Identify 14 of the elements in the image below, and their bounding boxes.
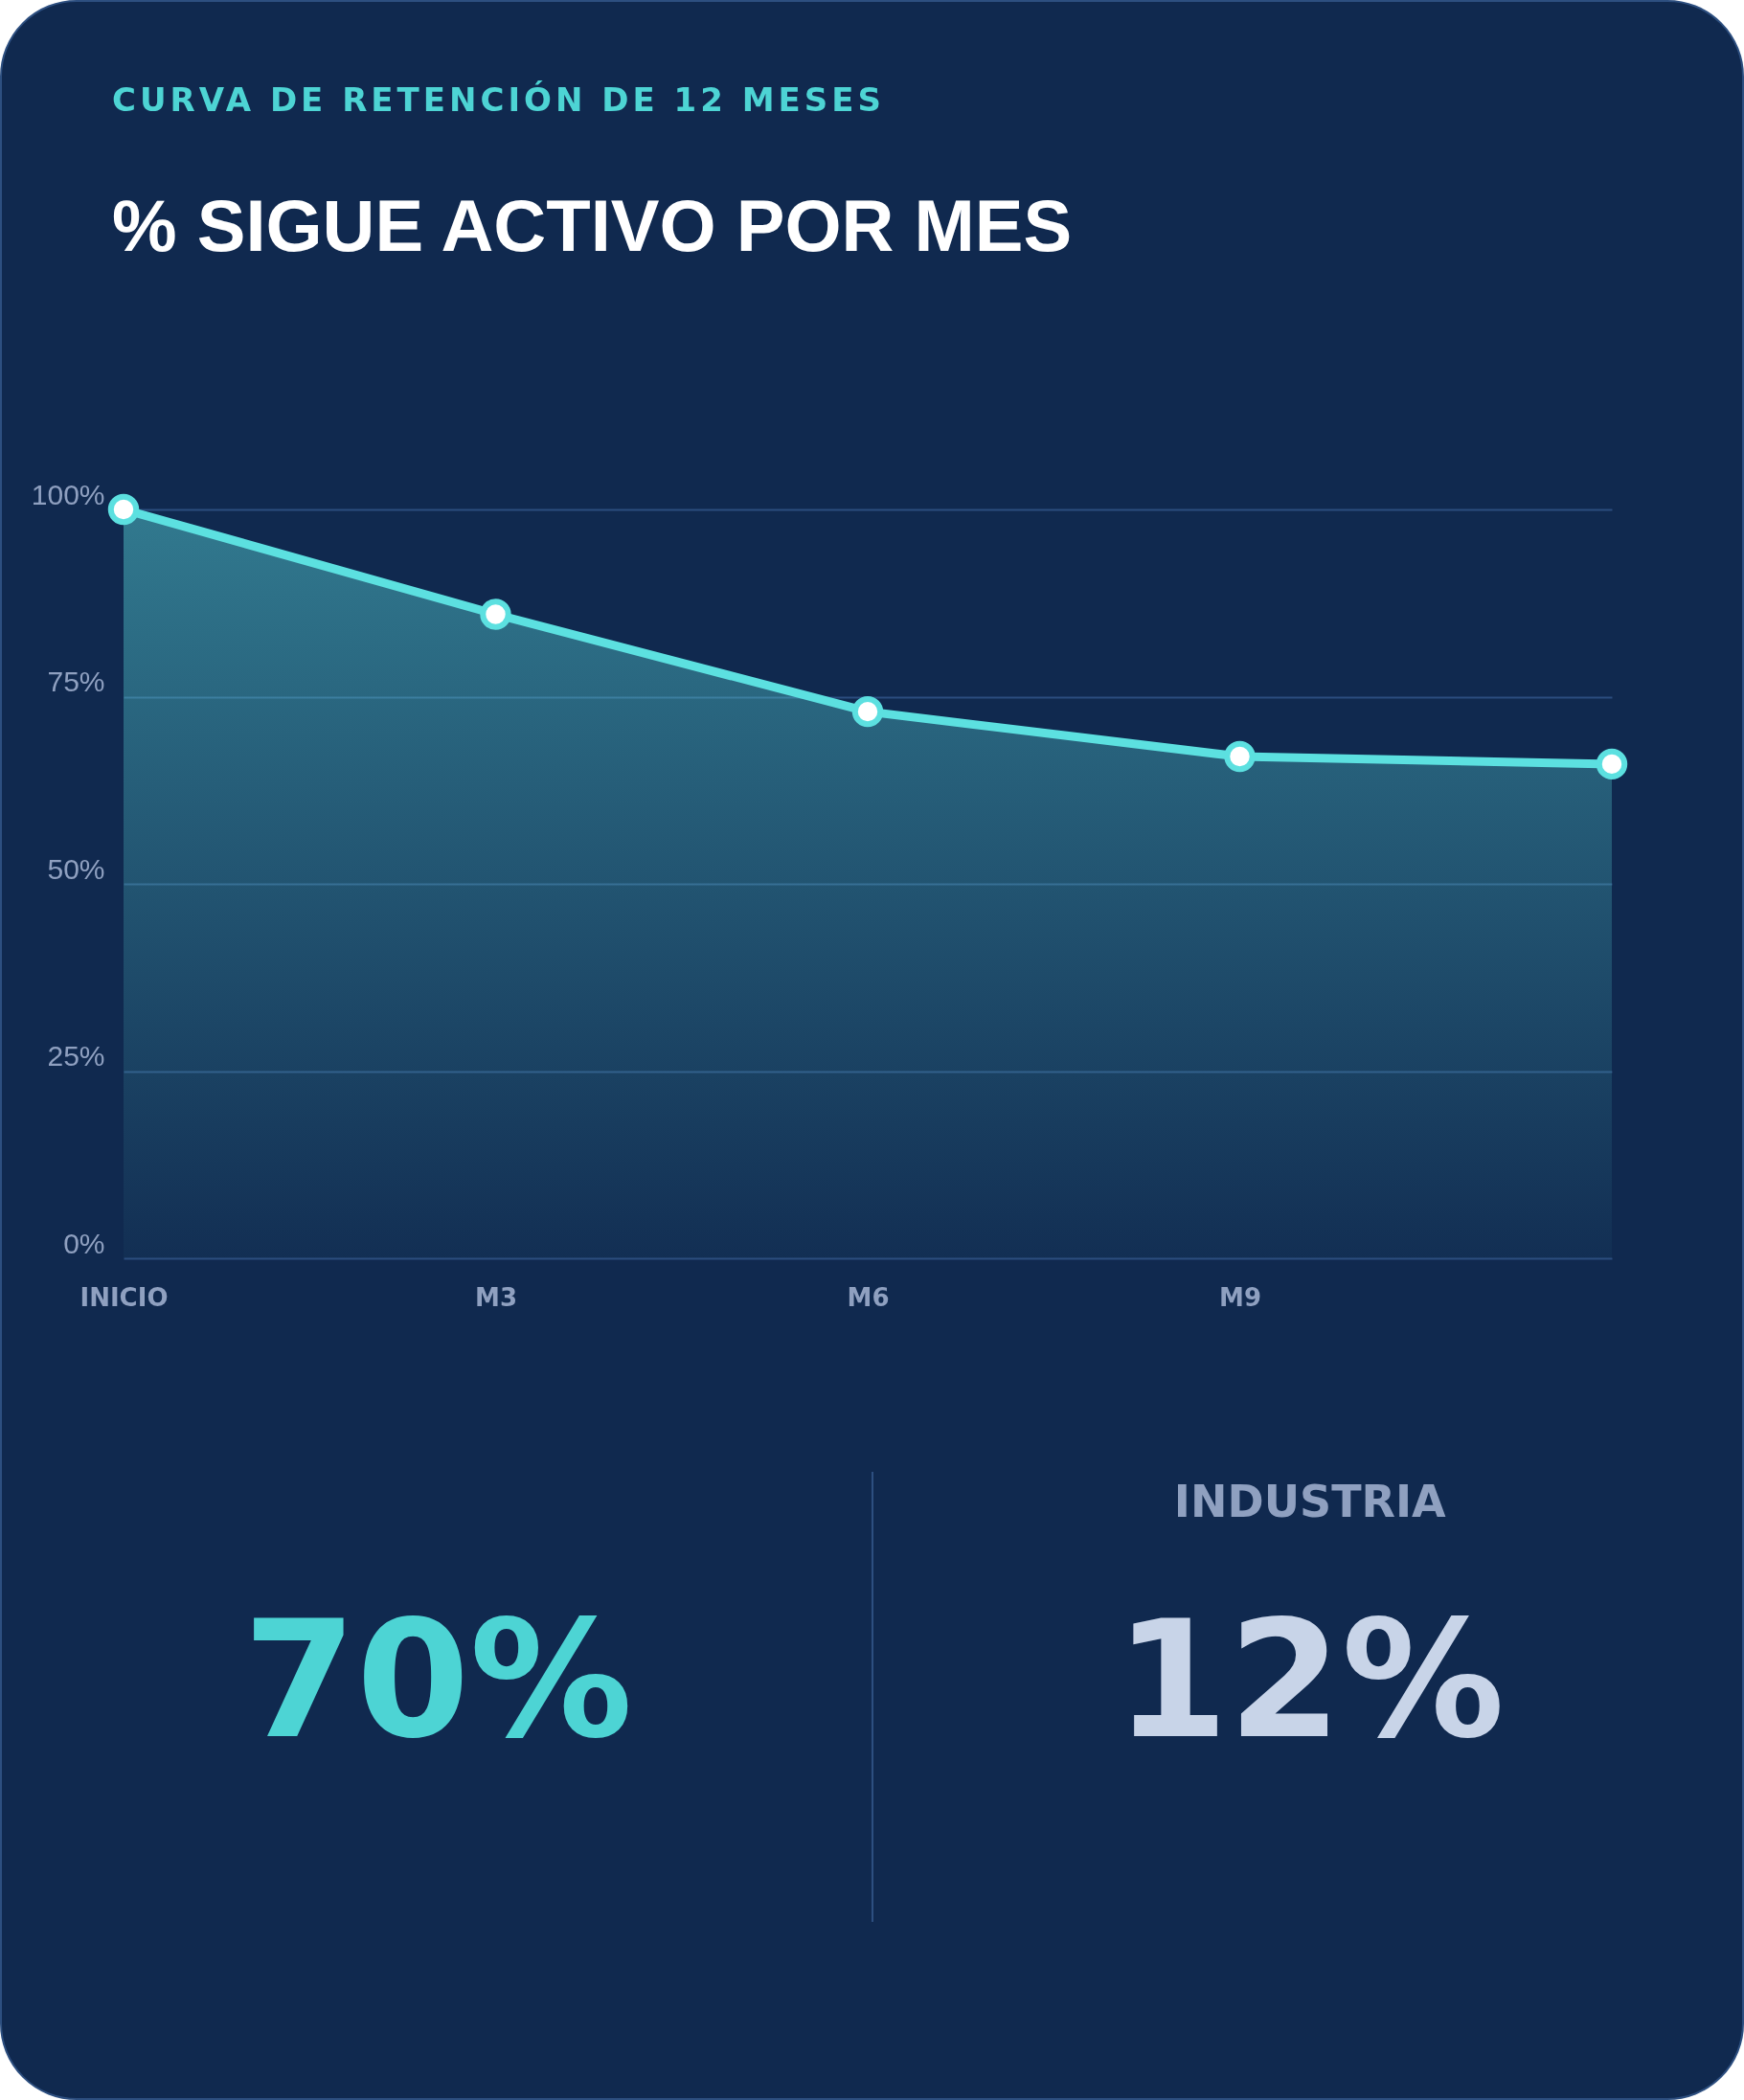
y-tick-label: 75%: [47, 666, 105, 697]
x-tick-label: M6: [847, 1282, 890, 1312]
text: 12%: [1115, 1585, 1506, 1774]
x-tick-label: M9: [1219, 1282, 1261, 1312]
y-tick-label: 25%: [47, 1040, 105, 1072]
x-tick-label: M3: [475, 1282, 517, 1312]
chart-subtitle: CURVA DE RETENCIÓN DE 12 MESES: [112, 80, 885, 119]
y-tick-label: 0%: [63, 1227, 105, 1259]
category-label: INDUSTRIA: [1173, 1476, 1447, 1527]
text: 70%: [242, 1585, 633, 1774]
chart-title: % SIGUE ACTIVO POR MES: [112, 184, 1073, 267]
y-tick-label: 100%: [31, 478, 105, 510]
y-tick-label: 50%: [47, 852, 105, 885]
x-tick-label: INICIO: [79, 1282, 169, 1312]
